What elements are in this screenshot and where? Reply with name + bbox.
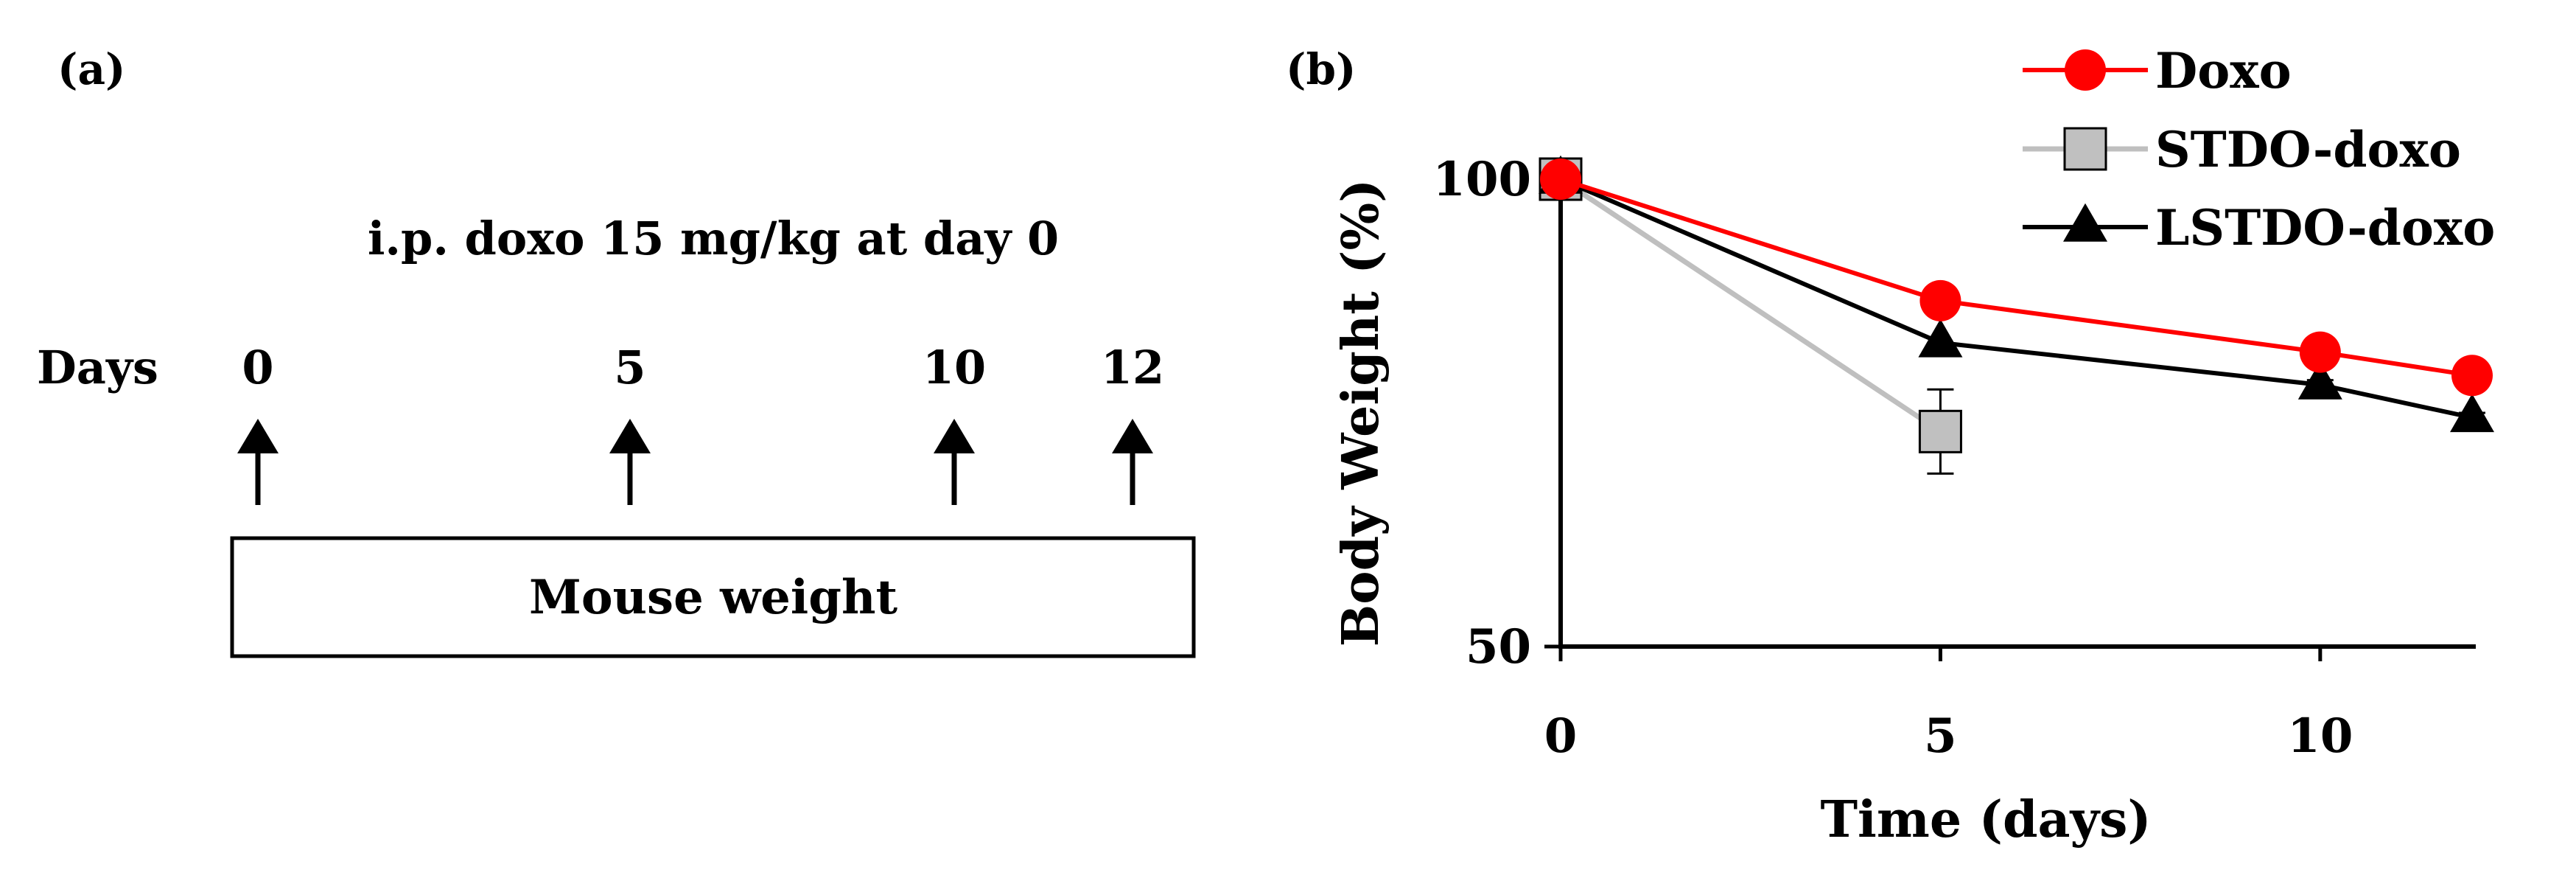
legend-marker-lstdo-doxo (2063, 203, 2107, 242)
mouse-weight-label: Mouse weight (529, 570, 898, 625)
day-arrow-5 (609, 419, 651, 505)
point-doxo-12 (2451, 355, 2493, 397)
point-lstdo-doxo-10 (2297, 361, 2342, 400)
series-line-lstdo-doxo (1559, 177, 2473, 420)
y-tick-label-50: 50 (1466, 619, 1531, 675)
legend-label-lstdo-doxo: LSTDO-doxo (2155, 199, 2495, 257)
x-tick-label-0: 0 (1544, 708, 1578, 764)
x-axis-title: Time (days) (1820, 790, 2151, 849)
day-arrow-10 (934, 419, 975, 505)
days-label: Days (37, 341, 158, 394)
point-lstdo-doxo-12 (2450, 394, 2494, 433)
day-label-5: 5 (614, 341, 645, 394)
legend-marker-stdo-doxo (2063, 127, 2107, 171)
point-stdo-doxo-5 (1918, 409, 1962, 453)
series-lstdo-doxo (1539, 155, 2494, 433)
day-label-10: 10 (923, 341, 986, 394)
legend: Doxo STDO-doxo LSTDO-doxo (2023, 42, 2495, 257)
day-arrow-0 (237, 419, 279, 505)
point-doxo-10 (2299, 331, 2341, 373)
point-doxo-0 (1540, 159, 1581, 200)
treatment-text: i.p. doxo 15 mg/kg at day 0 (368, 212, 1059, 265)
axis-ticks: 0 5 10 50 100 (1432, 152, 2353, 764)
point-lstdo-doxo-5 (1918, 318, 1963, 358)
x-tick-label-5: 5 (1924, 708, 1957, 764)
legend-label-stdo-doxo: STDO-doxo (2155, 121, 2461, 178)
mouse-weight-box (230, 536, 1196, 658)
day-label-12: 12 (1101, 341, 1164, 394)
day-label-0: 0 (242, 341, 273, 394)
y-axis-title: Body Weight (%) (1331, 179, 1390, 647)
x-tick-label-10: 10 (2287, 708, 2353, 764)
y-tick-label-100: 100 (1432, 152, 1531, 207)
series-line-doxo (1560, 177, 2473, 378)
timeline-schematic: i.p. doxo 15 mg/kg at day 0 Days 0 5 10 … (37, 212, 1196, 658)
body-weight-chart: 0 5 10 50 100 Time (days) Body Weight (%) Do… (1331, 42, 2495, 849)
legend-item-doxo: Doxo (2023, 42, 2292, 100)
legend-label-doxo: Doxo (2155, 42, 2292, 100)
legend-item-stdo-doxo: STDO-doxo (2023, 121, 2461, 178)
series-doxo (1540, 159, 2493, 397)
day-arrow-12 (1112, 419, 1153, 505)
legend-marker-doxo (2065, 49, 2106, 91)
series-line-stdo-doxo (1559, 177, 1942, 434)
panel-a-label: (a) (57, 44, 126, 94)
series-stdo-doxo (1539, 157, 1962, 475)
series-layer (1539, 155, 2494, 475)
point-doxo-5 (1919, 279, 1961, 321)
legend-item-lstdo-doxo: LSTDO-doxo (2023, 199, 2495, 257)
panel-b-label: (b) (1286, 44, 1357, 94)
